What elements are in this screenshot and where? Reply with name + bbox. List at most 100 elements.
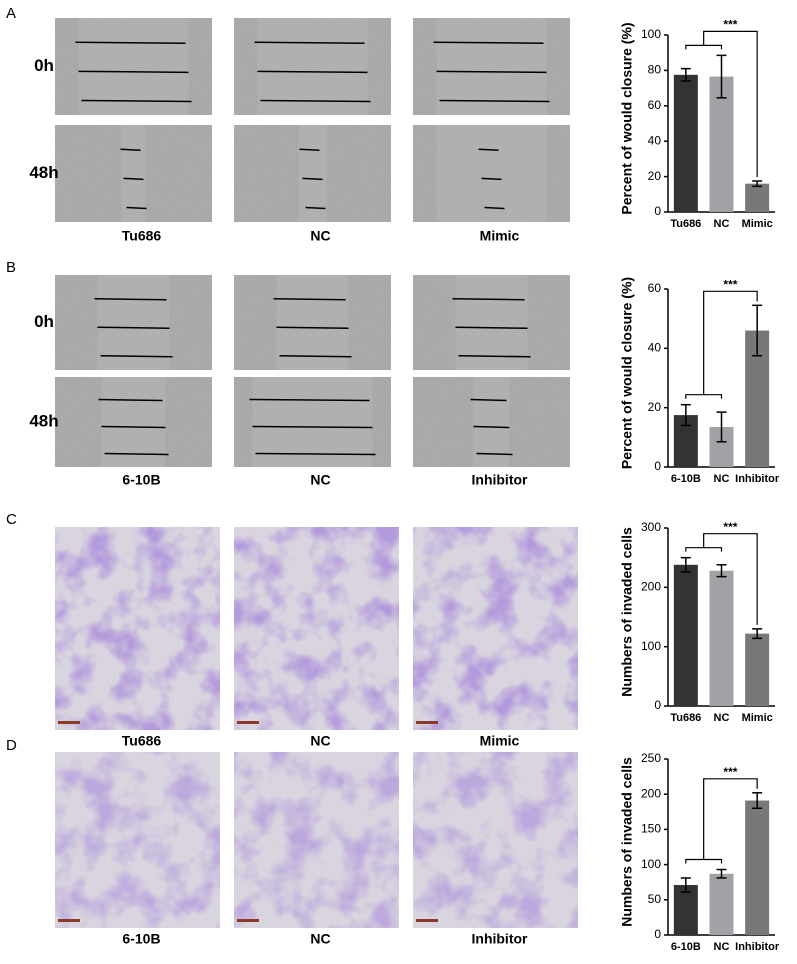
wound-area [97,275,170,370]
scale-bar [58,919,80,922]
y-tick-label: 60 [648,281,662,295]
y-tick-label: 100 [641,639,661,653]
significance-bracket [685,778,758,864]
row-label: 0h [34,312,54,331]
y-tick-label: 250 [641,751,661,765]
wound-line [433,41,544,44]
x-tick-label: Mimic [742,712,773,724]
wound-line [276,326,349,329]
cells [234,527,399,730]
wound-line [455,326,528,329]
wound-line [104,452,169,456]
wound-line [75,41,186,44]
y-axis-label: Numbers of invaded cells [619,527,635,697]
y-tick-label: 40 [648,133,662,147]
x-tick-label: NC [714,218,730,230]
wound-line [305,206,326,210]
wound-area [436,125,547,222]
scale-bar [237,721,259,724]
bar [745,633,770,706]
wound-line [126,206,147,210]
wound-line [478,148,499,151]
y-tick-label: 100 [641,857,661,871]
y-tick-label: 20 [648,400,662,414]
wound-line [481,177,502,181]
panel-label: A [6,5,16,22]
y-axis-label: Numbers of invaded cells [619,757,635,927]
cells [55,752,220,928]
wound-line [255,452,376,456]
panel-label: C [6,511,17,528]
scale-bar [416,919,438,922]
y-tick-label: 100 [641,27,661,41]
column-label: NC [310,472,330,488]
wound-line [123,177,144,181]
bar [745,800,770,935]
column-label: Inhibitor [472,472,529,488]
x-tick-label: Mimic [742,218,773,230]
x-tick-label: Inhibitor [735,473,780,485]
wound-area [276,275,349,370]
column-label: NC [310,228,330,244]
wound-line [458,355,531,358]
wound-line [101,425,166,429]
bar [673,885,698,935]
column-label: 6-10B [122,931,160,947]
x-tick-label: Tu686 [670,712,701,724]
wound-line [476,452,513,456]
cells [413,527,578,730]
y-tick-label: 80 [648,63,662,77]
wound-line [470,398,507,402]
x-tick-label: Inhibitor [735,941,780,953]
bar [673,564,698,706]
column-label: Inhibitor [472,931,529,947]
panel-label: D [6,737,17,754]
column-label: NC [310,931,330,947]
wound-line [279,355,352,358]
y-axis-label: Percent of would closure (%) [619,277,635,469]
column-label: 6-10B [122,472,160,488]
x-tick-label: 6-10B [671,941,701,953]
y-tick-label: 50 [648,892,662,906]
column-label: Mimic [480,228,520,244]
wound-line [473,425,510,429]
row-label: 48h [29,411,58,430]
significance-label: *** [723,520,737,534]
y-tick-label: 0 [654,204,661,218]
significance-bracket [685,30,758,178]
panel-label: B [6,259,16,276]
wound-line [252,425,373,429]
bar [709,76,734,212]
wound-line [436,70,547,74]
scale-bar [416,721,438,724]
significance-bracket [685,290,758,399]
column-label: Mimic [480,733,520,749]
y-tick-label: 0 [654,698,661,712]
wound-line [299,148,320,151]
y-tick-label: 200 [641,580,661,594]
row-label: 48h [29,163,58,182]
y-tick-label: 20 [648,169,662,183]
wound-area [436,18,547,115]
wound-area [298,125,327,222]
wound-line [257,70,368,74]
wound-line [254,41,365,44]
bar [673,74,698,212]
significance-bracket [685,533,758,625]
column-label: NC [310,733,330,749]
wound-area [78,18,189,115]
y-tick-label: 60 [648,98,662,112]
wound-line [120,148,141,151]
x-tick-label: 6-10B [671,473,701,485]
micrographs [55,18,578,928]
wound-area [101,377,166,467]
cells [413,752,578,928]
wound-line [98,398,163,402]
significance-label: *** [723,765,737,779]
y-axis-label: Percent of would closure (%) [619,22,635,214]
significance-label: *** [723,18,737,32]
wound-area [455,275,528,370]
wound-line [100,355,173,358]
bar [709,570,734,706]
